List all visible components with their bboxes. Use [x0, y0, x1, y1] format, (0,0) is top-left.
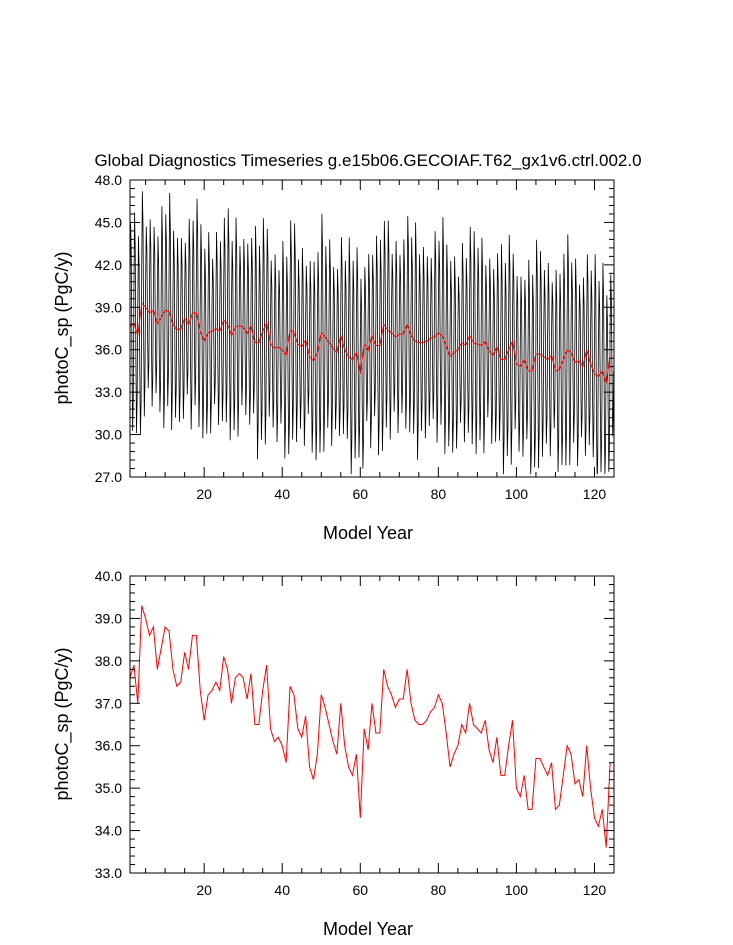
top-y-tick-label: 36.0: [95, 342, 122, 358]
bottom-panel: 20 40 60 80 100 120 33.0 34.0 35.0 36.0 37.0 38.0 39…: [52, 568, 615, 939]
top-x-tick-label: 40: [274, 486, 290, 502]
bottom-x-tick-label: 120: [583, 882, 607, 898]
bottom-plot-frame: [129, 575, 615, 874]
bottom-y-axis-label: photoC_sp (PgC/y): [52, 647, 73, 800]
top-ticks: 20 40 60 80 100 120 27.0 30.0 33.0 36.0 39.0 42.0 45…: [95, 172, 615, 502]
bottom-y-tick-label: 40.0: [95, 568, 122, 584]
bottom-y-tick-label: 35.0: [95, 780, 122, 796]
chart-title: Global Diagnostics Timeseries g.e15b06.G…: [94, 151, 641, 170]
bottom-y-tick-label: 38.0: [95, 653, 122, 669]
top-plot-frame: [129, 179, 615, 478]
top-panel: 20 40 60 80 100 120 27.0 30.0 33.0 36.0 39.0 42.0 45…: [52, 172, 615, 543]
top-y-axis-label: photoC_sp (PgC/y): [52, 251, 73, 404]
bottom-x-tick-label: 80: [431, 882, 447, 898]
bottom-x-tick-label: 40: [274, 882, 290, 898]
top-x-tick-label: 120: [583, 486, 607, 502]
bottom-x-tick-label: 60: [353, 882, 369, 898]
top-x-tick-label: 100: [505, 486, 529, 502]
top-y-tick-label: 33.0: [95, 384, 122, 400]
top-monthly-series-line: [129, 191, 615, 475]
top-x-axis-label: Model Year: [323, 523, 413, 543]
bottom-series-group: [129, 605, 611, 848]
bottom-x-tick-label: 100: [505, 882, 529, 898]
bottom-y-tick-label: 34.0: [95, 823, 122, 839]
top-y-tick-label: 39.0: [95, 299, 122, 315]
bottom-y-tick-label: 36.0: [95, 738, 122, 754]
top-y-tick-label: 27.0: [95, 469, 122, 485]
top-y-tick-label: 30.0: [95, 427, 122, 443]
bottom-y-tick-label: 37.0: [95, 695, 122, 711]
top-y-tick-label: 48.0: [95, 172, 122, 188]
bottom-x-axis-label: Model Year: [323, 919, 413, 939]
bottom-annual-mean-line: [129, 605, 611, 848]
top-series-group: [129, 191, 615, 475]
top-x-tick-label: 60: [353, 486, 369, 502]
top-annual-mean-line: [129, 301, 611, 384]
top-x-tick-label: 80: [431, 486, 447, 502]
top-y-tick-label: 45.0: [95, 214, 122, 230]
top-y-tick-label: 42.0: [95, 257, 122, 273]
top-x-tick-label: 20: [196, 486, 212, 502]
bottom-y-tick-label: 39.0: [95, 610, 122, 626]
bottom-x-tick-label: 20: [196, 882, 212, 898]
bottom-ticks: 20 40 60 80 100 120 33.0 34.0 35.0 36.0 37.0 38.0 39…: [95, 568, 615, 898]
bottom-y-tick-label: 33.0: [95, 865, 122, 881]
